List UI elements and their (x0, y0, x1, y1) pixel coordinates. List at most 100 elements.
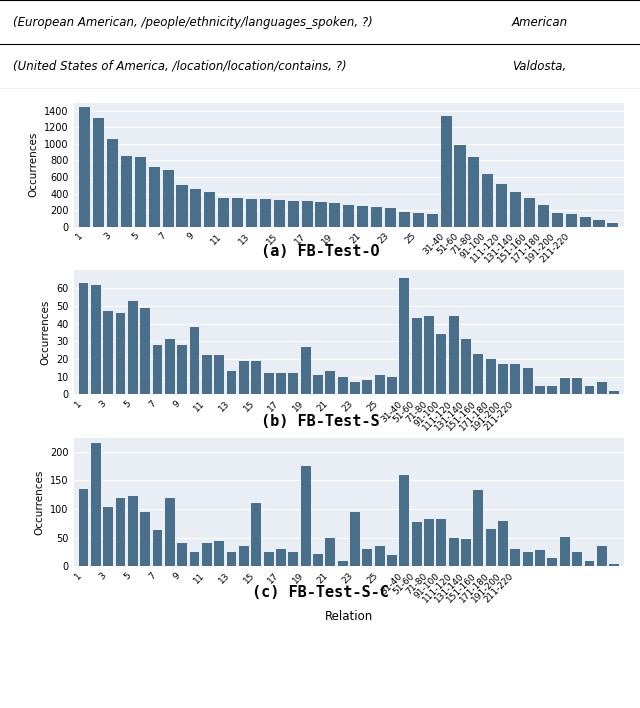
Bar (461, 539, 471, 566)
Bar (121, 156, 132, 227)
Bar (91, 443, 100, 566)
Bar (128, 496, 138, 566)
Bar (371, 207, 382, 227)
Bar (325, 371, 335, 394)
Bar (535, 550, 545, 566)
Bar (498, 520, 508, 566)
Bar (482, 173, 493, 227)
Bar (597, 382, 607, 394)
Bar (436, 334, 446, 394)
Bar (584, 385, 595, 394)
Bar (560, 378, 570, 394)
Bar (424, 520, 434, 566)
Bar (79, 107, 90, 227)
Bar (301, 347, 310, 394)
Bar (511, 549, 520, 566)
Bar (165, 498, 175, 566)
Bar (264, 373, 273, 394)
Y-axis label: Occurrences: Occurrences (41, 299, 51, 365)
Bar (609, 391, 619, 394)
Bar (584, 561, 595, 566)
Bar (486, 529, 495, 566)
Bar (313, 554, 323, 566)
Bar (362, 380, 372, 394)
Bar (287, 201, 299, 227)
Bar (552, 213, 563, 227)
Bar (163, 171, 173, 227)
Bar (252, 503, 261, 566)
Bar (440, 116, 452, 227)
X-axis label: Relation: Relation (324, 270, 373, 283)
Bar (566, 214, 577, 227)
Text: (a) FB-Test-O: (a) FB-Test-O (260, 244, 380, 259)
Bar (218, 198, 229, 227)
Bar (276, 373, 286, 394)
Bar (214, 541, 224, 566)
Bar (177, 345, 187, 394)
Text: Valdosta,: Valdosta, (512, 60, 566, 73)
Bar (399, 278, 409, 394)
Bar (260, 200, 271, 227)
Bar (91, 285, 100, 394)
Bar (350, 382, 360, 394)
Bar (140, 512, 150, 566)
Bar (597, 547, 607, 566)
Bar (350, 512, 360, 566)
Bar (325, 538, 335, 566)
Bar (572, 378, 582, 394)
Bar (474, 490, 483, 566)
Bar (152, 345, 163, 394)
Bar (524, 198, 535, 227)
Bar (214, 355, 224, 394)
Bar (609, 564, 619, 566)
Bar (135, 157, 146, 227)
Bar (202, 355, 212, 394)
Bar (496, 184, 508, 227)
Bar (449, 316, 459, 394)
Bar (289, 373, 298, 394)
Bar (523, 552, 532, 566)
Bar (580, 217, 591, 227)
Bar (343, 205, 355, 227)
Bar (316, 202, 326, 227)
Bar (239, 361, 249, 394)
Bar (523, 368, 532, 394)
Bar (511, 364, 520, 394)
Bar (189, 552, 200, 566)
Bar (413, 213, 424, 227)
Bar (593, 220, 605, 227)
Bar (538, 205, 549, 227)
Bar (204, 192, 216, 227)
Bar (79, 489, 88, 566)
Bar (547, 558, 557, 566)
Bar (140, 307, 150, 394)
Bar (227, 371, 237, 394)
Bar (301, 201, 313, 227)
Bar (412, 522, 422, 566)
Bar (560, 537, 570, 566)
Bar (301, 466, 310, 566)
Bar (330, 203, 340, 227)
Bar (387, 377, 397, 394)
Bar (246, 199, 257, 227)
Bar (313, 375, 323, 394)
Y-axis label: Occurrences: Occurrences (35, 469, 45, 535)
Bar (572, 552, 582, 566)
Bar (474, 354, 483, 394)
Bar (165, 340, 175, 394)
Text: American: American (512, 16, 568, 28)
Bar (362, 549, 372, 566)
Bar (116, 313, 125, 394)
Bar (387, 555, 397, 566)
Bar (607, 223, 618, 227)
Bar (412, 319, 422, 394)
Bar (486, 359, 495, 394)
Bar (189, 327, 200, 394)
Bar (103, 312, 113, 394)
Bar (461, 340, 471, 394)
Bar (190, 189, 202, 227)
Text: (b) FB-Test-S: (b) FB-Test-S (260, 413, 380, 429)
Bar (239, 547, 249, 566)
X-axis label: Relation: Relation (324, 610, 373, 623)
Bar (93, 118, 104, 227)
